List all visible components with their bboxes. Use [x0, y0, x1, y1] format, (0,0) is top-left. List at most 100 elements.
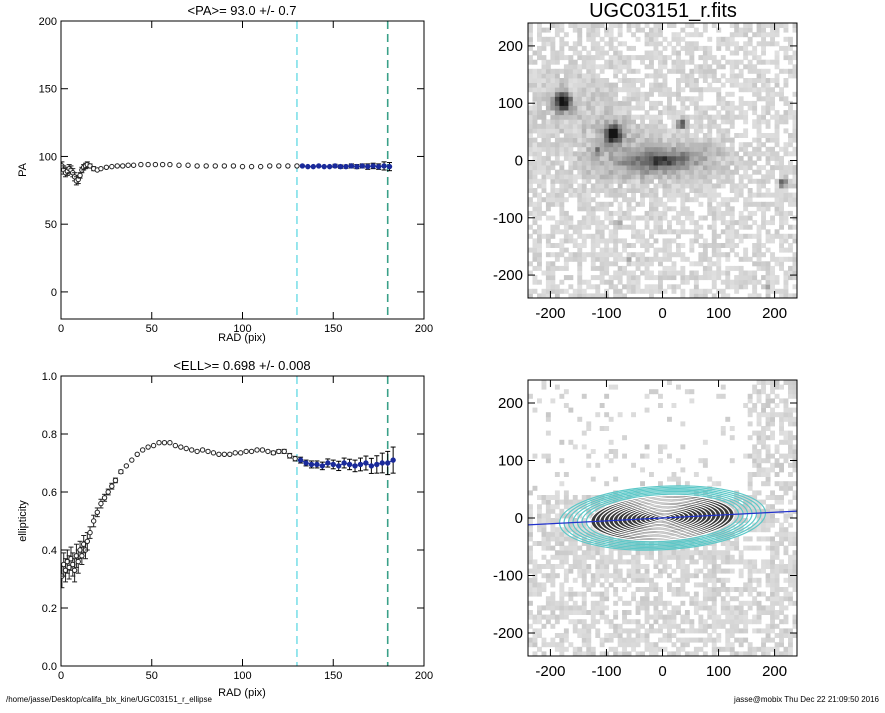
- ellipse-fit-pixel: [698, 637, 704, 643]
- fits-image-pixel: [779, 192, 784, 198]
- fits-image-pixel: [693, 275, 699, 281]
- ellipse-fit-pixel: [595, 619, 601, 625]
- fits-image-pixel: [550, 265, 556, 271]
- fits-image-pixel: [631, 215, 636, 221]
- fits-image-pixel: [756, 23, 762, 28]
- ellipse-fit-pixel: [541, 522, 547, 528]
- fits-image-pixel: [783, 233, 789, 239]
- ellipse-fit-pixel: [545, 573, 551, 579]
- fits-image-pixel: [783, 100, 789, 106]
- fits-image-pixel: [765, 82, 771, 88]
- fits-image-pixel: [608, 183, 614, 189]
- fits-image-pixel: [680, 279, 686, 285]
- fits-image-pixel: [725, 165, 731, 171]
- fits-image-pixel: [631, 133, 636, 138]
- fits-image-pixel: [613, 87, 619, 93]
- ellipse-fit-pixel: [765, 458, 771, 464]
- ellipse-fit-pixel: [545, 412, 551, 418]
- fits-image-pixel: [581, 146, 587, 152]
- fits-image-pixel: [788, 133, 793, 138]
- fits-image-pixel: [756, 137, 762, 143]
- fits-image-pixel: [743, 201, 749, 207]
- fits-image-pixel: [671, 188, 677, 193]
- fits-image-pixel: [761, 82, 766, 88]
- fits-image-pixel: [568, 146, 574, 152]
- ellipse-fit-pixel: [572, 499, 578, 505]
- fits-image-pixel: [783, 114, 789, 120]
- fits-image-pixel: [729, 160, 735, 166]
- fits-image-pixel: [581, 100, 587, 106]
- fits-image-pixel: [684, 23, 690, 28]
- fits-image-pixel: [622, 142, 627, 148]
- fits-image-pixel: [608, 123, 614, 129]
- ellipse-fit-pixel: [788, 554, 793, 560]
- fits-image-pixel: [613, 110, 619, 116]
- fits-image-pixel: [541, 197, 547, 203]
- fits-image-pixel: [774, 27, 780, 33]
- fits-image-pixel: [545, 238, 551, 244]
- fits-image-pixel: [658, 160, 663, 166]
- fits-image-pixel: [626, 82, 632, 88]
- fits-image-pixel: [568, 123, 574, 129]
- fits-image-pixel: [545, 64, 551, 70]
- fits-image-pixel: [711, 247, 717, 253]
- ellipse-fit-pixel: [581, 628, 587, 634]
- ellipse-fit-pixel: [563, 605, 569, 611]
- ellipse-fit-pixel: [774, 600, 780, 606]
- fits-image-pixel: [563, 256, 569, 262]
- ellipse-fit-pixel: [756, 421, 762, 427]
- fits-image-pixel: [752, 247, 758, 253]
- fits-image-pixel: [680, 64, 686, 70]
- fits-image-pixel: [716, 137, 722, 143]
- fits-image-pixel: [702, 142, 708, 148]
- fits-image-pixel: [684, 45, 690, 51]
- ellipse-fit-pixel: [635, 623, 641, 629]
- fits-image-pixel: [680, 252, 686, 258]
- ellipse-fit-pixel: [537, 628, 542, 634]
- fits-image-pixel: [532, 288, 538, 294]
- ellipse-fit-pixel: [779, 522, 784, 528]
- fits-image-pixel: [622, 59, 627, 65]
- fits-image-pixel: [622, 210, 627, 216]
- fits-image-pixel: [702, 123, 708, 129]
- ellipse-fit-pixel: [613, 591, 619, 597]
- fits-image-pixel: [788, 165, 793, 171]
- fits-image-pixel: [671, 105, 677, 111]
- fits-image-pixel: [770, 284, 775, 290]
- ellipse-fit-pixel: [537, 504, 542, 510]
- ellipse-fit-pixel: [581, 596, 587, 602]
- fits-image-pixel: [559, 215, 565, 221]
- ellipse-fit-pixel: [779, 596, 784, 602]
- fits-image-pixel: [689, 288, 695, 294]
- ellipse-fit-pixel: [711, 646, 717, 652]
- ellipse-fit-pixel: [622, 577, 627, 583]
- fits-image-pixel: [729, 229, 735, 235]
- pa-fit-point: [348, 163, 355, 169]
- fits-image-pixel: [680, 192, 686, 198]
- fits-image-pixel: [550, 82, 556, 88]
- fits-image-x-tick-label: -100: [591, 305, 621, 322]
- fits-image-pixel: [658, 110, 663, 116]
- fits-image-pixel: [635, 169, 641, 175]
- fits-image-pixel: [590, 155, 596, 161]
- ellipse-fit-pixel: [554, 633, 560, 638]
- fits-image-pixel: [613, 119, 619, 125]
- fits-image-pixel: [702, 174, 708, 180]
- fits-image-pixel: [689, 32, 695, 38]
- ellipse-fit-pixel: [702, 550, 708, 556]
- fits-image-pixel: [707, 50, 713, 56]
- fits-image-pixel: [689, 275, 695, 281]
- fits-image-pixel: [743, 114, 749, 120]
- fits-image-pixel: [716, 174, 722, 180]
- fits-image-pixel: [568, 224, 574, 230]
- fits-image-pixel: [635, 27, 641, 33]
- fits-image-pixel: [649, 27, 654, 33]
- fits-image-pixel: [747, 87, 753, 93]
- ellipse-fit-pixel: [684, 642, 690, 648]
- ellipse-fit-pixel: [747, 504, 753, 510]
- fits-image-pixel: [541, 114, 547, 120]
- fits-image-pixel: [707, 188, 713, 193]
- fits-image-pixel: [743, 220, 749, 226]
- fits-image-pixel: [702, 160, 708, 166]
- fits-image-pixel: [698, 160, 704, 166]
